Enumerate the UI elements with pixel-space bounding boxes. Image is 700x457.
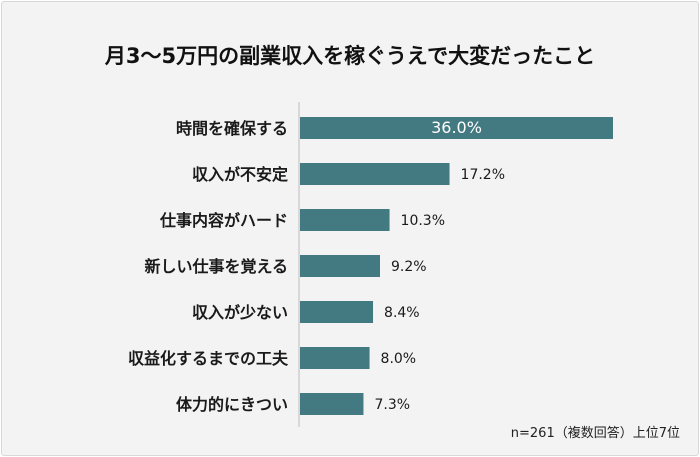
category-label: 仕事内容がハード xyxy=(159,211,288,230)
bar xyxy=(300,347,370,369)
data-label: 7.3% xyxy=(374,397,410,413)
data-label: 10.3% xyxy=(401,213,445,229)
data-label: 36.0% xyxy=(431,118,482,137)
data-label: 17.2% xyxy=(461,167,505,183)
bar xyxy=(300,117,613,139)
category-label: 収入が不安定 xyxy=(192,165,288,184)
category-label: 収益化するまでの工夫 xyxy=(128,349,289,368)
data-label: 8.0% xyxy=(381,351,417,367)
bar xyxy=(300,209,390,231)
category-label: 収入が少ない xyxy=(192,303,288,322)
data-label: 9.2% xyxy=(391,259,427,275)
bar xyxy=(300,301,374,323)
data-label: 8.4% xyxy=(384,305,420,321)
category-label: 新しい仕事を覚える xyxy=(144,257,288,276)
bar xyxy=(300,255,380,277)
bar xyxy=(300,393,364,415)
chart-title: 月3～5万円の副業収入を稼ぐうえで大変だったこと xyxy=(104,44,596,68)
bar xyxy=(300,163,450,185)
sample-note: n=261（複数回答）上位7位 xyxy=(510,426,680,441)
category-label: 時間を確保する xyxy=(176,119,288,138)
category-label: 体力的にきつい xyxy=(176,395,288,414)
